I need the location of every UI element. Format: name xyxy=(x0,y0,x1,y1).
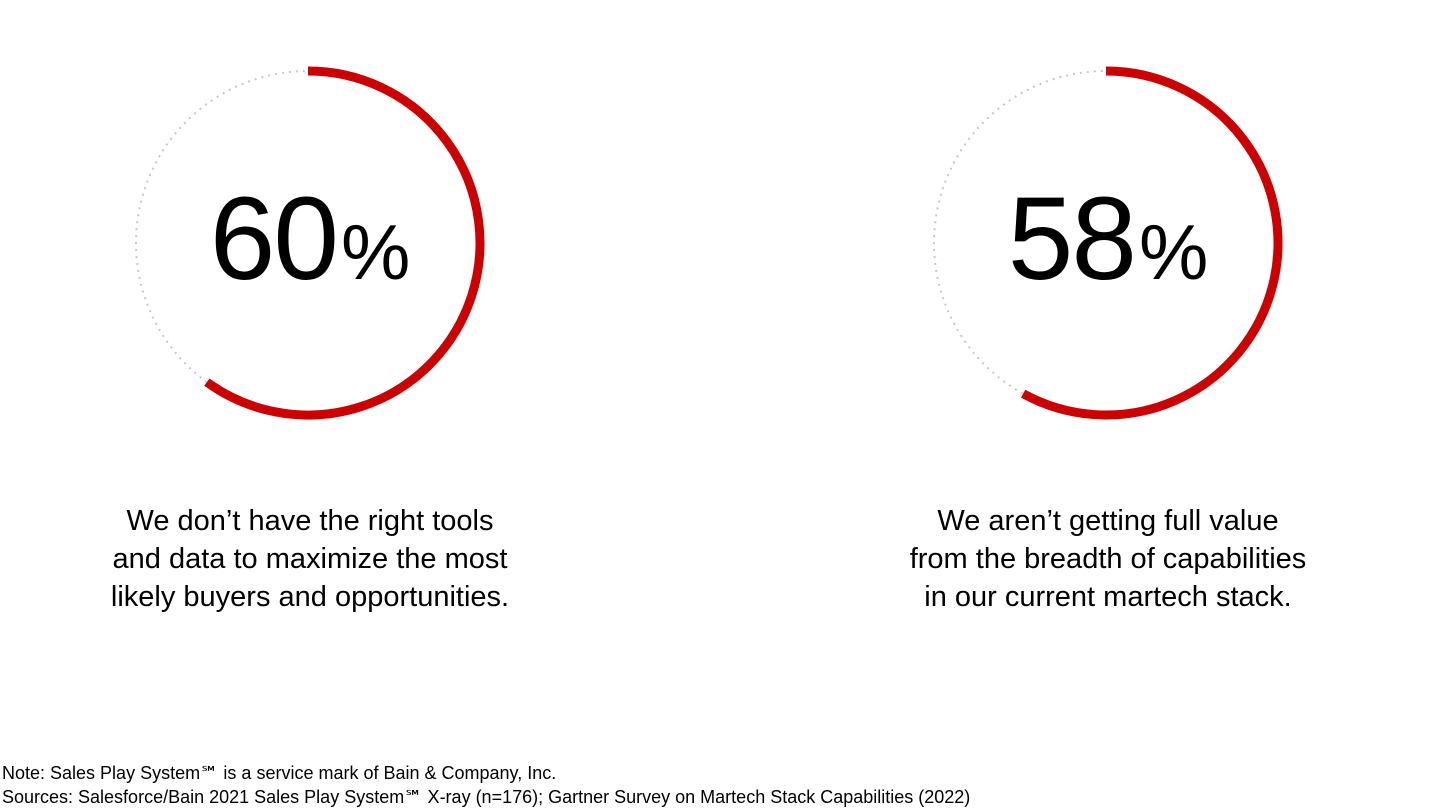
stat-number: 58 xyxy=(1007,173,1137,305)
caption-line: We aren’t getting full value xyxy=(937,505,1279,537)
caption-line: from the breadth of capabilities xyxy=(909,543,1307,575)
caption-line: We don’t have the right tools xyxy=(126,505,494,537)
donut-value-arc xyxy=(204,66,485,420)
donut-value-arc xyxy=(1020,66,1283,420)
caption-line: likely buyers and opportunities. xyxy=(110,581,510,613)
stat-caption-right: We aren’t getting full value from the br… xyxy=(798,502,1418,616)
stat-panel-right: 58% We aren’t getting full value from th… xyxy=(798,0,1418,640)
caption-line: and data to maximize the most xyxy=(112,543,508,575)
donut-chart-right xyxy=(933,66,1283,420)
caption-line: in our current martech stack. xyxy=(924,581,1292,613)
stat-value-right: 58% xyxy=(798,180,1418,298)
stat-value-left: 60% xyxy=(0,180,620,298)
stat-caption-left: We don’t have the right tools and data t… xyxy=(0,502,620,616)
percent-sign: % xyxy=(340,208,411,296)
percent-sign: % xyxy=(1138,208,1209,296)
sources-text: Sources: Salesforce/Bain 2021 Sales Play… xyxy=(2,787,971,807)
footnotes: Note: Sales Play System℠ is a service ma… xyxy=(2,761,970,809)
stat-panel-left: 60% We don’t have the right tools and da… xyxy=(0,0,620,640)
stat-number: 60 xyxy=(209,173,339,305)
note-text: Note: Sales Play System℠ is a service ma… xyxy=(2,763,557,783)
donut-chart-left xyxy=(135,66,485,420)
